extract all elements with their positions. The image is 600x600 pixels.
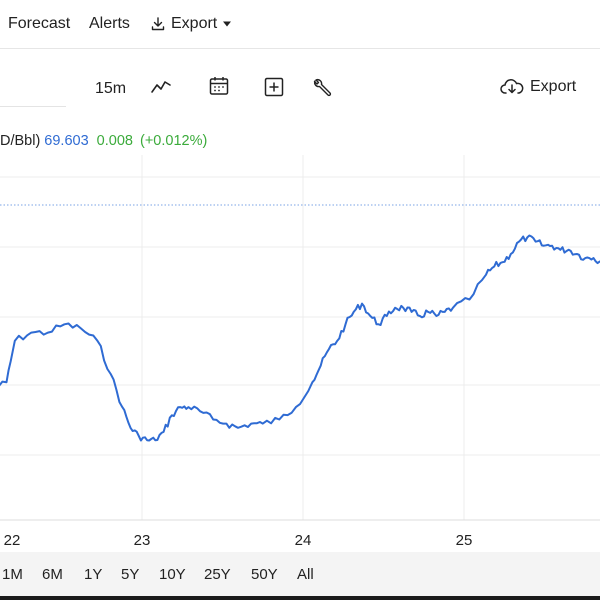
cloud-download-icon: [500, 79, 524, 94]
x-tick-label: 22: [4, 532, 21, 549]
add-indicator-icon[interactable]: [263, 76, 285, 98]
caret-down-icon: [223, 21, 232, 27]
price-chart[interactable]: 22 23 24 25: [0, 155, 600, 550]
x-tick-label: 24: [295, 532, 312, 549]
range-25y[interactable]: 25Y: [204, 566, 231, 583]
line-chart-icon[interactable]: [150, 76, 172, 98]
wrench-icon[interactable]: [311, 78, 333, 100]
range-6m[interactable]: 6M: [42, 566, 63, 583]
export-button[interactable]: Export: [500, 78, 576, 96]
download-icon: [151, 17, 165, 31]
price-change: 0.008: [96, 133, 133, 149]
nav-forecast[interactable]: Forecast: [8, 15, 71, 32]
chart-toolbar: 15m Export: [0, 66, 600, 108]
interval-selector[interactable]: 15m: [95, 80, 127, 97]
window-bottom-edge: [0, 596, 600, 600]
calendar-icon[interactable]: [208, 75, 230, 97]
range-10y[interactable]: 10Y: [159, 566, 186, 583]
price-series-line: [0, 234, 600, 442]
top-navigation: Forecast Alerts Export: [0, 0, 600, 49]
range-1m[interactable]: 1M: [2, 566, 23, 583]
x-tick-label: 25: [456, 532, 473, 549]
range-1y[interactable]: 1Y: [84, 566, 103, 583]
quote-unit: D/Bbl): [0, 133, 41, 149]
price-chart-svg: 22 23 24 25: [0, 155, 600, 549]
nav-alerts[interactable]: Alerts: [89, 15, 130, 32]
range-5y[interactable]: 5Y: [121, 566, 140, 583]
range-selector: 1M 6M 1Y 5Y 10Y 25Y 50Y All: [0, 552, 600, 596]
nav-export-dropdown[interactable]: Export: [150, 15, 232, 33]
nav-export-label: Export: [171, 15, 218, 32]
last-price: 69.603: [44, 133, 89, 149]
x-tick-label: 23: [134, 532, 151, 549]
range-50y[interactable]: 50Y: [251, 566, 278, 583]
export-label: Export: [530, 78, 577, 95]
price-change-percent: (+0.012%): [139, 133, 208, 149]
range-all[interactable]: All: [297, 566, 314, 583]
quote-line: D/Bbl) 69.603 0.008 (+0.012%): [0, 133, 207, 149]
toolbar-divider: [0, 106, 66, 107]
